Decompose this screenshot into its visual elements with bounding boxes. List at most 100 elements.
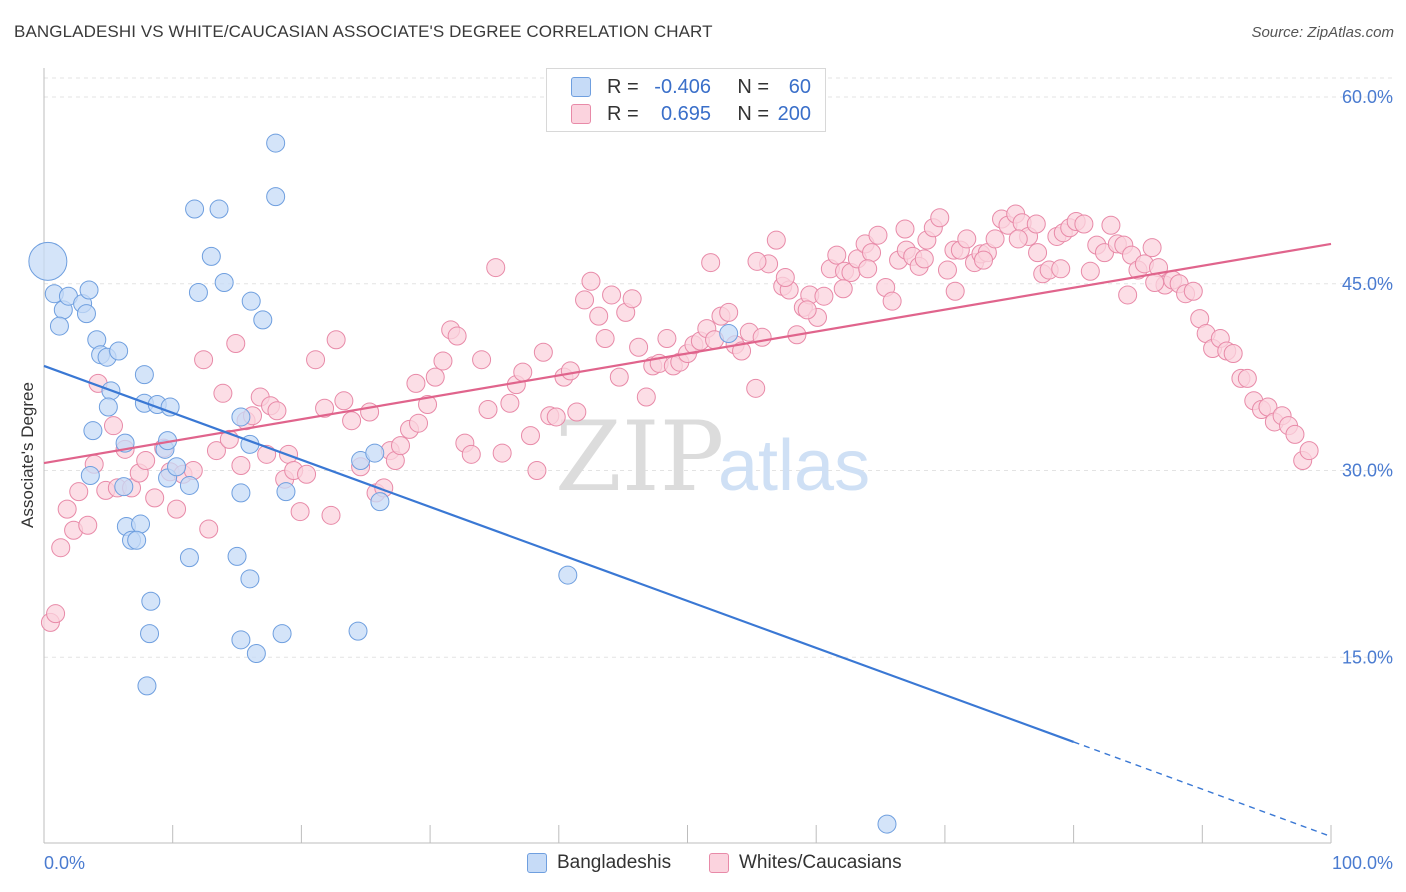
white-point: [827, 245, 847, 265]
white-point: [231, 456, 251, 476]
bangladeshi-point: [141, 591, 161, 611]
white-point: [957, 229, 977, 249]
white-point: [390, 436, 410, 456]
white-point: [326, 330, 346, 350]
y-tick-label: 30.0%: [1342, 461, 1393, 481]
bottom-legend-bangladeshis: Bangladeshis: [527, 852, 671, 874]
white-point: [1145, 273, 1165, 293]
white-point: [589, 306, 609, 326]
white-point: [1118, 285, 1138, 305]
watermark: ZIP atlas: [555, 401, 870, 513]
white-point: [657, 329, 677, 349]
white-point: [560, 361, 580, 381]
y-axis-label: Associate's Degree: [18, 382, 37, 528]
legend-swatch-blue: [571, 77, 591, 97]
white-point: [342, 411, 362, 431]
bangladeshi-point: [214, 273, 234, 293]
legend-row-whites: R = 0.695 N = 200: [547, 100, 811, 128]
bottom-legend-label: Bangladeshis: [557, 852, 672, 873]
bangladeshi-point: [137, 676, 157, 696]
white-point: [290, 502, 310, 522]
white-point: [602, 285, 622, 305]
white-point: [492, 443, 512, 463]
bangladeshi-point: [201, 246, 221, 266]
bangladeshi-point: [272, 624, 292, 644]
white-point: [1223, 343, 1243, 363]
white-point: [629, 337, 649, 357]
bangladeshi-point: [188, 282, 208, 302]
points-layer: [28, 133, 1319, 834]
white-point: [406, 373, 426, 393]
white-point: [513, 362, 533, 382]
white-point: [1237, 368, 1257, 388]
white-point: [974, 250, 994, 270]
white-point: [136, 451, 156, 471]
legend-row-bangladeshis: R = -0.406 N = 60: [547, 73, 811, 101]
white-point: [581, 271, 601, 291]
white-point: [868, 225, 888, 245]
bangladeshi-point: [266, 187, 286, 207]
bangladeshi-point: [76, 304, 96, 324]
bangladeshi-point: [49, 316, 69, 336]
white-point: [862, 243, 882, 263]
legend-r-value: -0.406: [654, 75, 711, 98]
white-point: [766, 230, 786, 250]
white-point: [775, 268, 795, 288]
tick-labels: 15.0% 30.0% 45.0% 60.0% 0.0% 100.0%: [44, 87, 1393, 873]
bangladeshi-point: [719, 324, 739, 344]
white-point: [433, 351, 453, 371]
x-tick-label-min: 0.0%: [44, 853, 85, 873]
white-point: [78, 515, 98, 535]
white-point: [1051, 259, 1071, 279]
bangladeshi-point: [134, 365, 154, 385]
bangladeshi-point: [140, 624, 160, 644]
y-tick-label: 15.0%: [1342, 647, 1393, 667]
white-point: [51, 538, 71, 558]
y-tick-label: 45.0%: [1342, 274, 1393, 294]
bottom-swatch-blue: [527, 853, 547, 873]
bottom-swatch-pink: [709, 853, 729, 873]
bangladeshi-point: [227, 546, 247, 566]
white-point: [814, 286, 834, 306]
bottom-legend-whites: Whites/Caucasians: [709, 852, 902, 874]
bangladeshi-point: [231, 483, 251, 503]
trend-line-bangladeshis-extension: [1073, 741, 1332, 838]
white-point: [1008, 229, 1028, 249]
bangladeshi-point: [109, 341, 129, 361]
white-point: [1026, 214, 1046, 234]
white-point: [478, 399, 498, 419]
bangladeshi-point: [114, 477, 134, 497]
white-point: [945, 281, 965, 301]
bangladeshi-point: [209, 199, 229, 219]
legend-r-value: 0.695: [660, 102, 711, 125]
white-point: [306, 350, 326, 370]
white-point: [334, 391, 354, 411]
trend-lines: [43, 242, 1332, 838]
white-point: [472, 350, 492, 370]
bangladeshi-point: [167, 457, 187, 477]
bangladeshi-point: [28, 241, 68, 281]
white-point: [914, 249, 934, 269]
legend-r-label: R =: [607, 102, 639, 125]
bangladeshi-point: [98, 397, 118, 417]
bangladeshi-point: [131, 514, 151, 534]
bangladeshi-point: [80, 465, 100, 485]
white-point: [486, 258, 506, 278]
white-point: [895, 219, 915, 239]
white-point: [461, 444, 481, 464]
bangladeshi-point: [877, 814, 897, 834]
white-point: [46, 604, 66, 624]
white-point: [69, 482, 89, 502]
bangladeshi-point: [185, 199, 205, 219]
white-point: [747, 251, 767, 271]
white-point: [701, 253, 721, 273]
white-point: [520, 426, 540, 446]
white-point: [833, 279, 853, 299]
white-point: [409, 413, 429, 433]
white-point: [213, 383, 233, 403]
white-point: [206, 441, 226, 461]
legend-n-label: N =: [737, 75, 769, 98]
white-point: [567, 402, 587, 422]
white-point: [752, 327, 772, 347]
legend-n-value: 200: [777, 102, 811, 125]
